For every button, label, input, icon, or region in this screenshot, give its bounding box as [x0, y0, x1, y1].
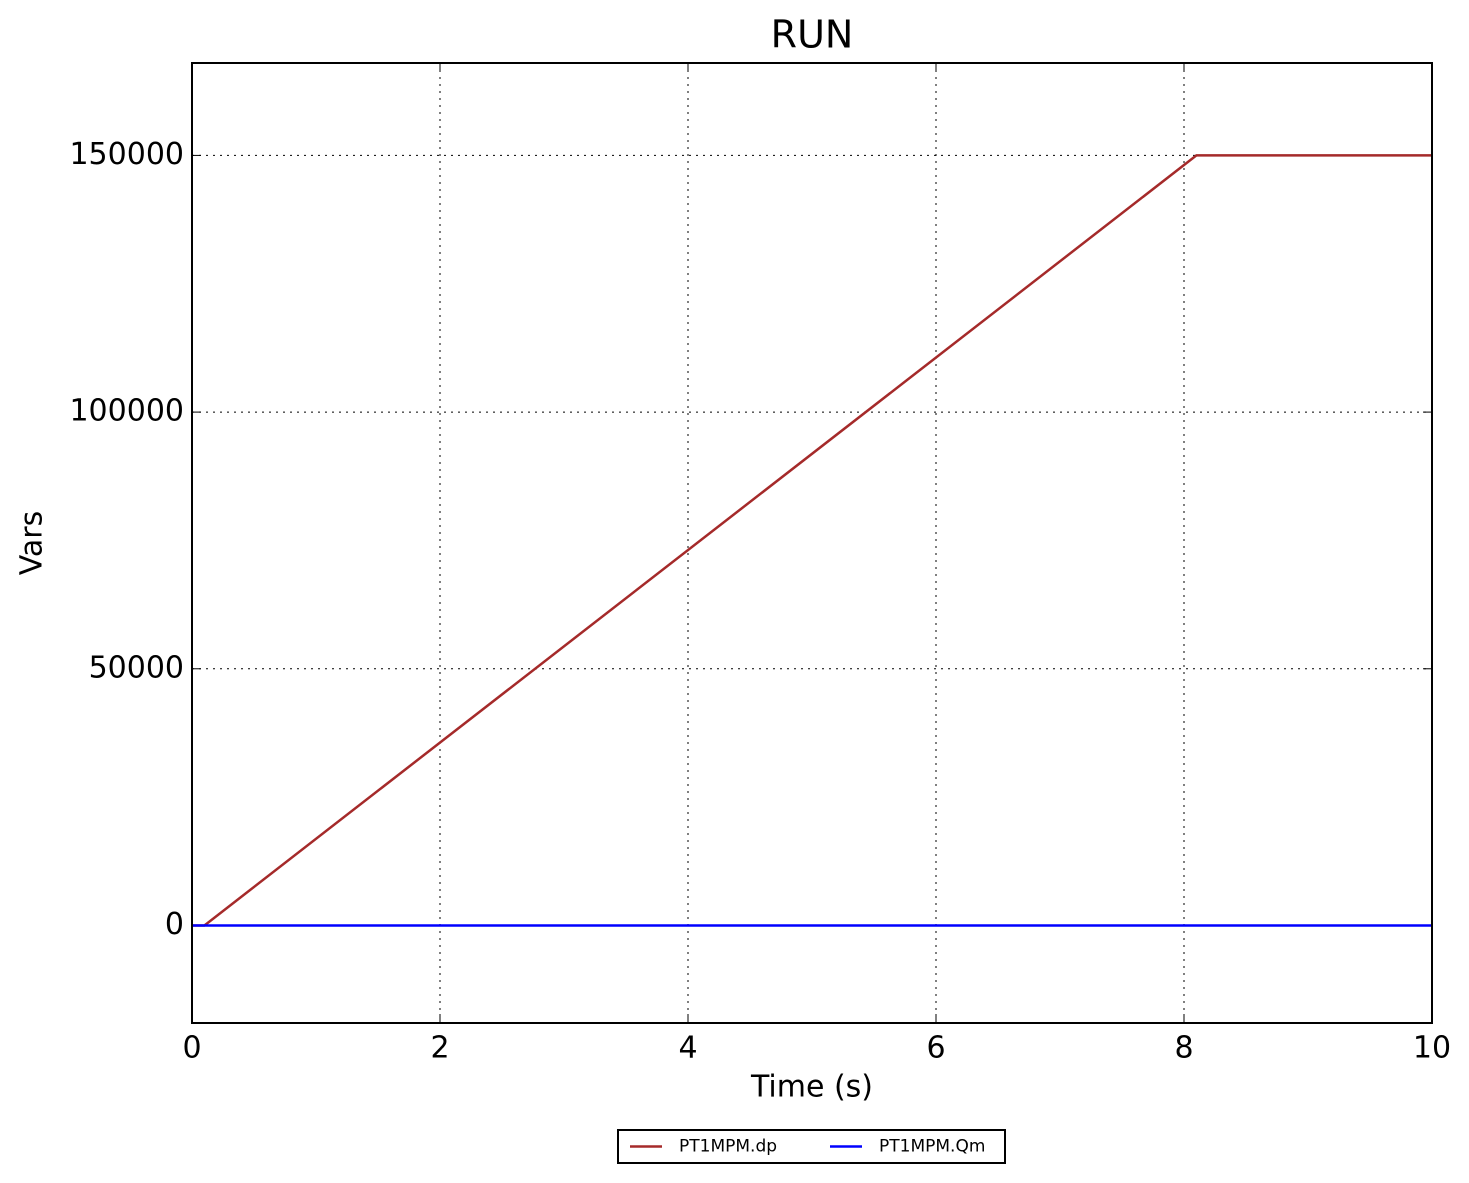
- plot-frame: [191, 62, 1433, 1024]
- data-line: [192, 154, 1432, 927]
- x-tick-label: 4: [678, 1031, 697, 1066]
- y-tick-label: 50000: [89, 650, 184, 685]
- y-tick-label: 100000: [69, 394, 184, 429]
- x-axis-label: Time (s): [750, 1070, 873, 1105]
- chart-title: RUN: [771, 13, 854, 57]
- x-tick-label: 8: [1174, 1031, 1193, 1066]
- legend-label: PT1MPM.dp: [679, 1137, 777, 1157]
- y-axis-label: Vars: [15, 511, 50, 576]
- x-tick-label: 10: [1413, 1031, 1451, 1066]
- y-tick-label: 150000: [69, 137, 184, 172]
- x-tick-label: 2: [430, 1031, 449, 1066]
- x-tick-label: 6: [926, 1031, 945, 1066]
- y-tick-label: 0: [165, 907, 184, 942]
- legend-box: [617, 1129, 1006, 1164]
- x-tick-label: 0: [182, 1031, 201, 1066]
- legend-label: PT1MPM.Qm: [879, 1137, 985, 1157]
